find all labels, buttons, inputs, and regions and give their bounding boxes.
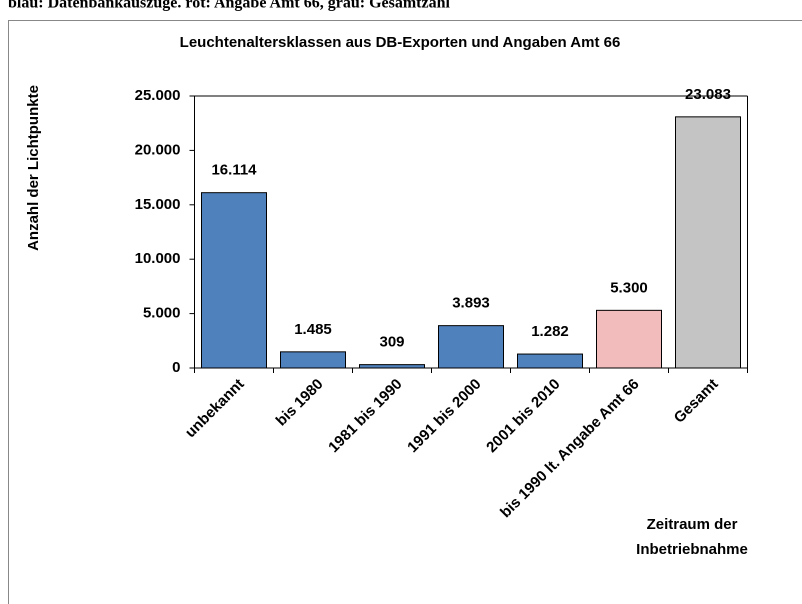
data-label: 3.893 (452, 295, 490, 312)
y-tick-label: 10.000 (135, 250, 181, 267)
data-label: 23.083 (685, 86, 731, 103)
bar (280, 351, 346, 369)
bar (359, 364, 425, 369)
data-label: 1.485 (294, 321, 332, 338)
data-label: 309 (379, 334, 404, 351)
bar (675, 116, 741, 369)
x-axis-label: Zeitraum der (647, 516, 738, 533)
chart-title: Leuchtenaltersklassen aus DB-Exporten un… (180, 34, 621, 51)
bar (596, 309, 662, 369)
data-label: 5.300 (610, 279, 648, 296)
y-tick-label: 15.000 (135, 196, 181, 213)
bar (201, 192, 267, 369)
bar (517, 353, 583, 369)
caption: blau: Datenbankauszüge. rot: Angabe Amt … (8, 0, 451, 12)
data-label: 1.282 (531, 323, 569, 340)
data-label: 16.114 (211, 162, 257, 179)
chart-border (8, 20, 802, 604)
bar (438, 325, 504, 369)
y-tick-label: 25.000 (135, 87, 181, 104)
x-axis-label: Inbetriebnahme (636, 541, 748, 558)
y-tick-label: 0 (172, 359, 180, 376)
y-tick-label: 5.000 (143, 305, 181, 322)
y-tick-label: 20.000 (135, 141, 181, 158)
y-axis-label: Anzahl der Lichtpunkte (25, 85, 42, 251)
